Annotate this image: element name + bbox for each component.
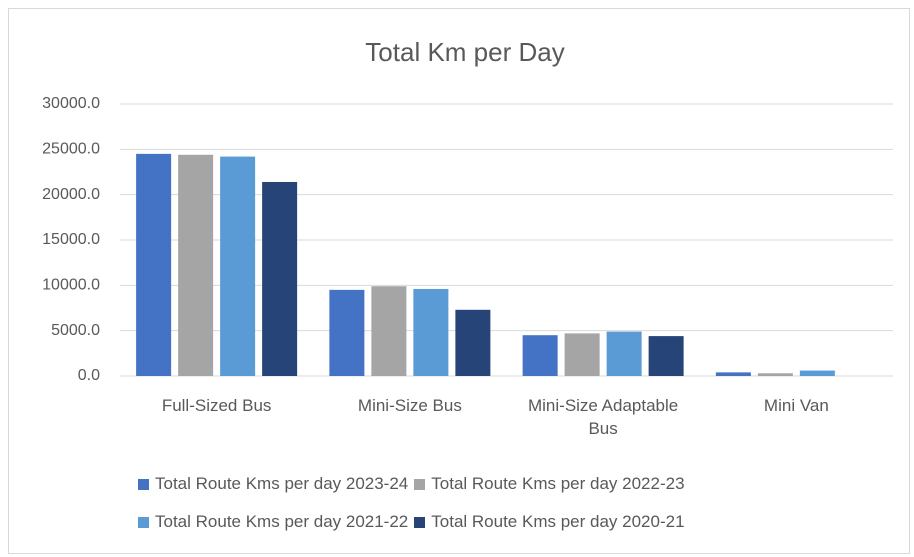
- legend-swatch: [414, 516, 426, 528]
- bar: [262, 181, 298, 376]
- y-tick-label: 25000.0: [42, 141, 100, 158]
- y-tick-label: 0.0: [78, 367, 100, 384]
- x-tick-label: Full-Sized Bus: [161, 396, 272, 415]
- bar: [455, 309, 491, 376]
- bar: [178, 154, 214, 376]
- bar: [757, 373, 793, 376]
- bar: [522, 335, 558, 376]
- legend-label: Total Route Kms per day 2023-24: [155, 474, 409, 493]
- y-tick-label: 5000.0: [51, 322, 100, 339]
- bar: [136, 153, 172, 376]
- legend: Total Route Kms per day 2023-24 Total Rou…: [138, 473, 818, 533]
- legend-item: Total Route Kms per day 2021-22: [138, 511, 408, 533]
- legend-item: Total Route Kms per day 2022-23: [414, 473, 685, 495]
- legend-label: Total Route Kms per day 2022-23: [431, 474, 685, 493]
- x-tick-label: Mini-Size Adaptable Bus: [527, 396, 679, 438]
- bar: [606, 331, 642, 376]
- chart-title: Total Km per Day: [365, 37, 564, 67]
- y-tick-label: 15000.0: [42, 231, 100, 248]
- legend-label: Total Route Kms per day 2020-21: [431, 512, 685, 531]
- bar: [220, 156, 256, 376]
- legend-swatch: [138, 478, 149, 490]
- chart-frame: [8, 8, 910, 554]
- legend-item: Total Route Kms per day 2020-21: [414, 511, 685, 533]
- x-tick-label: Mini Van: [763, 396, 829, 415]
- bar: [329, 289, 365, 376]
- y-tick-label: 30000.0: [42, 95, 100, 112]
- bar: [564, 333, 600, 376]
- legend-item: Total Route Kms per day 2023-24: [138, 473, 408, 495]
- y-tick-label: 10000.0: [42, 277, 100, 294]
- bar: [413, 288, 449, 376]
- y-tick-label: 20000.0: [42, 186, 100, 203]
- legend-swatch: [138, 516, 149, 528]
- legend-label: Total Route Kms per day 2021-22: [155, 512, 409, 531]
- bar: [715, 372, 751, 376]
- x-tick-label: Mini-Size Bus: [357, 396, 462, 415]
- bar: [371, 286, 407, 376]
- bar: [648, 336, 684, 376]
- bar: [799, 370, 835, 376]
- legend-swatch: [414, 478, 426, 490]
